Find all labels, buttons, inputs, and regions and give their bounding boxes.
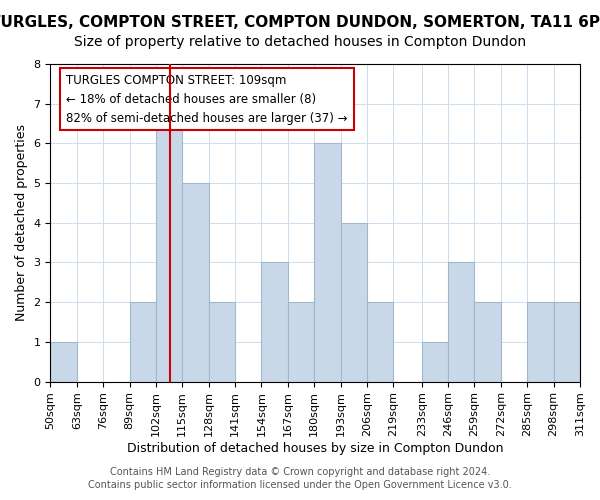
Bar xyxy=(50,342,77,382)
Text: Size of property relative to detached houses in Compton Dundon: Size of property relative to detached ho… xyxy=(74,35,526,49)
Bar xyxy=(130,302,156,382)
Bar xyxy=(156,104,182,382)
Bar xyxy=(475,302,501,382)
X-axis label: Distribution of detached houses by size in Compton Dundon: Distribution of detached houses by size … xyxy=(127,442,503,455)
Bar xyxy=(554,302,580,382)
Text: TURGLES COMPTON STREET: 109sqm
← 18% of detached houses are smaller (8)
82% of s: TURGLES COMPTON STREET: 109sqm ← 18% of … xyxy=(66,74,348,124)
Bar xyxy=(262,262,288,382)
Bar xyxy=(182,183,209,382)
Bar xyxy=(422,342,448,382)
Bar xyxy=(341,223,367,382)
Bar xyxy=(288,302,314,382)
Y-axis label: Number of detached properties: Number of detached properties xyxy=(15,124,28,322)
Bar xyxy=(527,302,554,382)
Bar xyxy=(209,302,235,382)
Bar xyxy=(314,144,341,382)
Text: Contains HM Land Registry data © Crown copyright and database right 2024.
Contai: Contains HM Land Registry data © Crown c… xyxy=(88,467,512,490)
Text: TURGLES, COMPTON STREET, COMPTON DUNDON, SOMERTON, TA11 6PS: TURGLES, COMPTON STREET, COMPTON DUNDON,… xyxy=(0,15,600,30)
Bar xyxy=(367,302,394,382)
Bar xyxy=(448,262,475,382)
